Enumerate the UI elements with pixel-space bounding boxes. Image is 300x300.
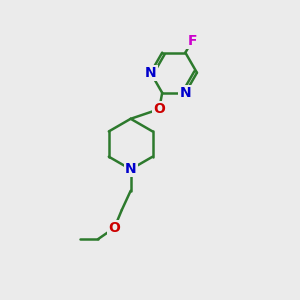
Text: O: O [153, 102, 165, 116]
Text: F: F [187, 34, 197, 48]
Text: N: N [125, 162, 136, 176]
Text: O: O [108, 221, 120, 235]
Text: N: N [180, 86, 191, 100]
Text: N: N [145, 66, 156, 80]
